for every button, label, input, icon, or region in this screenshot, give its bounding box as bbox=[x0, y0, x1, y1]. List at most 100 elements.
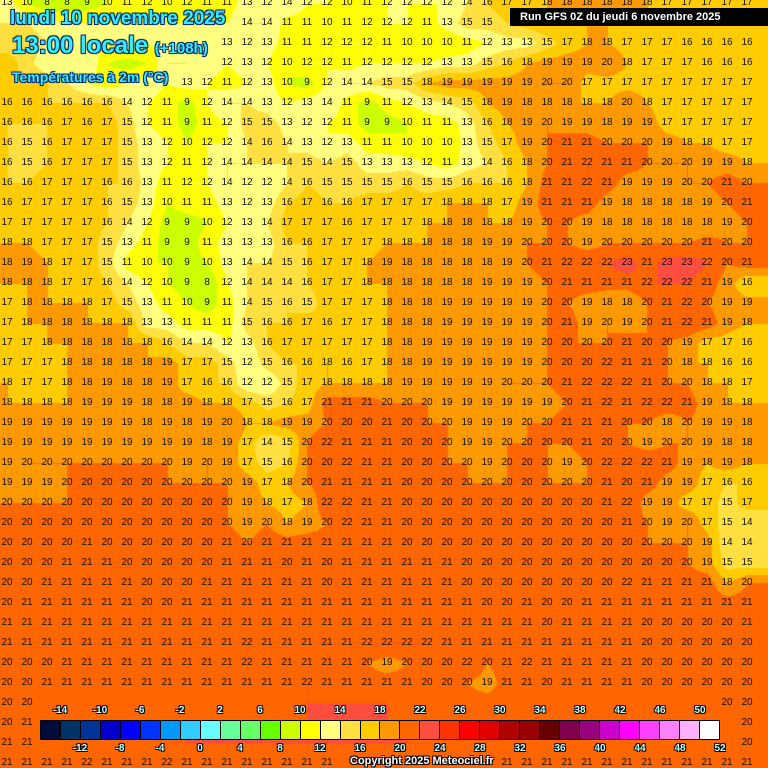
legend-swatch bbox=[180, 721, 201, 739]
temperature-value: 19 bbox=[461, 357, 473, 368]
temperature-value: 20 bbox=[121, 457, 133, 468]
temperature-value: 20 bbox=[621, 237, 633, 248]
temperature-value: 20 bbox=[541, 677, 553, 688]
temperature-value: 21 bbox=[601, 657, 613, 668]
temperature-value: 20 bbox=[721, 637, 733, 648]
temperature-value: 20 bbox=[441, 437, 453, 448]
temperature-value: 16 bbox=[501, 177, 513, 188]
temperature-value: 21 bbox=[561, 377, 573, 388]
temperature-value: 16 bbox=[261, 317, 273, 328]
temperature-value: 17 bbox=[321, 237, 333, 248]
temperature-value: 20 bbox=[441, 497, 453, 508]
temperature-value: 20 bbox=[561, 237, 573, 248]
temperature-value: 19 bbox=[621, 177, 633, 188]
temperature-value: 17 bbox=[101, 117, 113, 128]
temperature-value: 11 bbox=[201, 197, 213, 208]
legend-swatch bbox=[600, 721, 621, 739]
temperature-value: 11 bbox=[421, 17, 433, 28]
temperature-value: 20 bbox=[61, 497, 73, 508]
temperature-value: 15 bbox=[261, 297, 273, 308]
temperature-value: 18 bbox=[401, 237, 413, 248]
temperature-value: 17 bbox=[301, 197, 313, 208]
temperature-value: 20 bbox=[681, 157, 693, 168]
temperature-value: 20 bbox=[741, 717, 753, 728]
temperature-value: 15 bbox=[221, 357, 233, 368]
temperature-value: 20 bbox=[441, 537, 453, 548]
temperature-value: 17 bbox=[201, 357, 213, 368]
temperature-value: 9 bbox=[184, 277, 190, 288]
temperature-value: 21 bbox=[121, 637, 133, 648]
legend-top-label: 50 bbox=[694, 705, 706, 716]
temperature-value: 16 bbox=[261, 337, 273, 348]
temperature-value: 16 bbox=[281, 297, 293, 308]
temperature-value: 19 bbox=[21, 437, 33, 448]
temperature-value: 16 bbox=[481, 0, 493, 8]
temperature-value: 22 bbox=[401, 637, 413, 648]
temperature-value: 17 bbox=[641, 37, 653, 48]
temperature-value: 17 bbox=[581, 77, 593, 88]
temperature-value: 21 bbox=[641, 257, 653, 268]
temperature-value: 15 bbox=[441, 177, 453, 188]
temperature-value: 21 bbox=[1, 637, 13, 648]
temperature-value: 21 bbox=[301, 597, 313, 608]
temperature-value: 12 bbox=[301, 57, 313, 68]
temperature-value: 17 bbox=[341, 277, 353, 288]
temperature-value: 12 bbox=[161, 137, 173, 148]
temperature-value: 19 bbox=[401, 377, 413, 388]
temperature-value: 20 bbox=[201, 497, 213, 508]
temperature-value: 13 bbox=[141, 137, 153, 148]
temperature-value: 20 bbox=[581, 577, 593, 588]
temperature-value: 19 bbox=[721, 277, 733, 288]
temperature-value: 17 bbox=[241, 397, 253, 408]
temperature-value: 14 bbox=[281, 177, 293, 188]
temperature-value: 19 bbox=[1, 477, 13, 488]
temperature-value: 11 bbox=[161, 177, 173, 188]
temperature-value: 20 bbox=[441, 477, 453, 488]
temperature-value: 16 bbox=[281, 397, 293, 408]
temperature-value: 16 bbox=[261, 137, 273, 148]
temperature-value: 18 bbox=[401, 317, 413, 328]
temperature-value: 15 bbox=[721, 557, 733, 568]
temperature-value: 21 bbox=[701, 577, 713, 588]
temperature-value: 18 bbox=[161, 397, 173, 408]
temperature-value: 12 bbox=[181, 0, 193, 8]
temperature-value: 20 bbox=[681, 517, 693, 528]
temperature-value: 17 bbox=[301, 217, 313, 228]
temperature-value: 22 bbox=[241, 637, 253, 648]
temperature-value: 15 bbox=[741, 557, 753, 568]
temperature-value: 21 bbox=[181, 637, 193, 648]
forecast-date: lundi 10 novembre 2025 bbox=[10, 8, 226, 29]
temperature-value: 11 bbox=[301, 37, 313, 48]
temperature-value: 21 bbox=[741, 617, 753, 628]
temperature-value: 18 bbox=[81, 337, 93, 348]
local-time: 13:00 locale bbox=[12, 32, 149, 59]
temperature-value: 17 bbox=[721, 117, 733, 128]
temperature-value: 16 bbox=[281, 197, 293, 208]
temperature-value: 21 bbox=[361, 517, 373, 528]
temperature-value: 18 bbox=[741, 417, 753, 428]
temperature-value: 17 bbox=[1, 297, 13, 308]
temperature-value: 21 bbox=[521, 757, 533, 768]
temperature-value: 15 bbox=[121, 137, 133, 148]
temperature-value: 18 bbox=[561, 97, 573, 108]
legend-swatch bbox=[240, 721, 261, 739]
temperature-value: 21 bbox=[641, 597, 653, 608]
temperature-value: 20 bbox=[141, 477, 153, 488]
temperature-value: 20 bbox=[521, 437, 533, 448]
temperature-value: 18 bbox=[441, 277, 453, 288]
temperature-value: 18 bbox=[581, 37, 593, 48]
temperature-value: 19 bbox=[501, 317, 513, 328]
temperature-value: 12 bbox=[301, 0, 313, 8]
temperature-value: 19 bbox=[521, 197, 533, 208]
temperature-value: 18 bbox=[661, 417, 673, 428]
temperature-value: 17 bbox=[261, 477, 273, 488]
legend-top-label: 10 bbox=[294, 705, 306, 716]
temperature-value: 21 bbox=[261, 677, 273, 688]
temperature-value: 15 bbox=[241, 117, 253, 128]
temperature-value: 10 bbox=[401, 117, 413, 128]
temperature-value: 18 bbox=[481, 97, 493, 108]
legend-top-label: 42 bbox=[614, 705, 626, 716]
temperature-value: 18 bbox=[261, 497, 273, 508]
temperature-value: 22 bbox=[601, 457, 613, 468]
temperature-value: 19 bbox=[461, 297, 473, 308]
